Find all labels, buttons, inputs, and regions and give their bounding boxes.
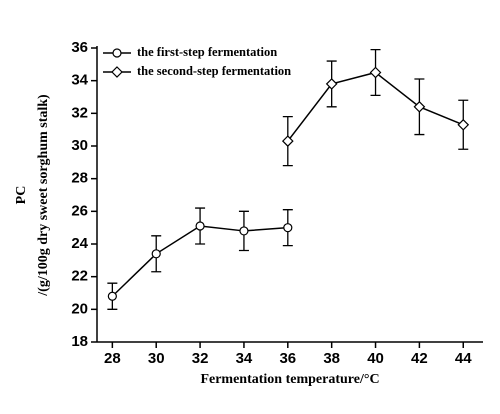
y-tick-label: 34 [71, 72, 88, 89]
y-tick-label: 32 [71, 104, 88, 121]
marker [239, 226, 249, 236]
x-tick-label: 40 [367, 350, 384, 367]
x-tick-label: 28 [104, 350, 121, 367]
legend-marker [112, 48, 122, 58]
y-tick-label: 36 [71, 39, 88, 56]
y-tick-label: 18 [71, 333, 88, 350]
x-tick-label: 42 [411, 350, 428, 367]
x-tick-label: 44 [455, 350, 472, 367]
marker [457, 118, 470, 131]
marker [283, 223, 293, 233]
y-axis-label: /(g/100g dry sweet sorghum stalk) [36, 94, 51, 297]
y-tick-label: 28 [71, 170, 88, 187]
x-tick-label: 32 [192, 350, 209, 367]
legend-label: the second-step fermentation [137, 64, 291, 78]
marker [107, 291, 117, 301]
x-tick-label: 30 [148, 350, 165, 367]
legend-marker [111, 66, 123, 78]
y-tick-label: 26 [71, 202, 88, 219]
marker [281, 135, 294, 147]
y-tick-label: 20 [71, 300, 88, 317]
y-tick-label: 30 [71, 137, 88, 154]
y-tick-label: 22 [71, 268, 88, 285]
marker [151, 249, 161, 259]
marker [413, 100, 426, 113]
marker [325, 78, 338, 90]
legend-label: the first-step fermentation [137, 45, 277, 59]
x-axis-label: Fermentation temperature/°C [200, 372, 379, 387]
marker [195, 221, 205, 231]
y-axis-label: PC [14, 186, 29, 205]
x-tick-label: 38 [323, 350, 340, 367]
marker [369, 66, 382, 79]
y-tick-label: 24 [71, 235, 88, 252]
x-tick-label: 36 [279, 350, 296, 367]
x-tick-label: 34 [236, 350, 253, 367]
